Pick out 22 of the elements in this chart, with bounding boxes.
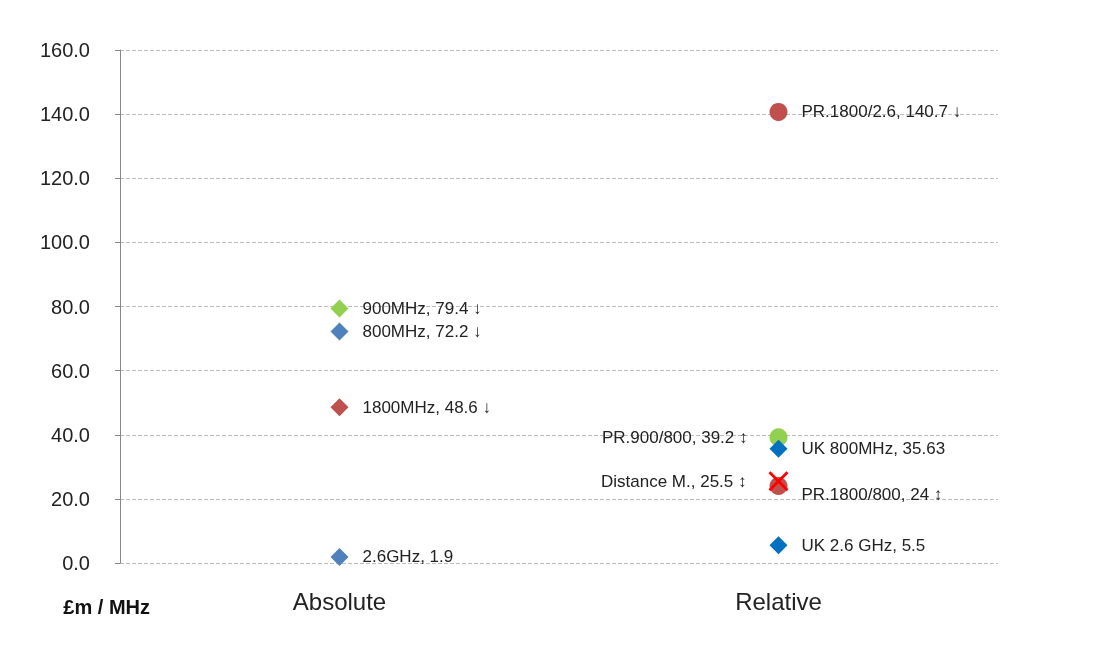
data-label: UK 800MHz, 35.63: [801, 439, 946, 459]
data-label: PR.1800/2.6, 140.7 ↓: [801, 102, 962, 122]
y-tick-label: 0.0: [62, 552, 90, 574]
y-tick-label: 20.0: [51, 487, 90, 510]
data-label: Distance M., 25.5 ↕: [600, 471, 747, 491]
data-label: 800MHz, 72.2 ↓: [362, 322, 482, 342]
y-tick-label: 80.0: [51, 295, 90, 318]
data-label: PR.900/800, 39.2 ↕: [601, 427, 748, 447]
y-tick-label: 140.0: [39, 103, 90, 126]
data-label: 1800MHz, 48.6 ↓: [362, 397, 492, 417]
data-label: 2.6GHz, 1.9: [362, 547, 454, 567]
x-tick-label: Relative: [735, 587, 822, 615]
y-tick-label: 100.0: [39, 231, 90, 254]
y-axis-title: £m / MHz: [63, 596, 150, 618]
data-label: UK 2.6 GHz, 5.5: [801, 535, 926, 555]
x-tick-label: Absolute: [292, 587, 387, 615]
y-tick-label: 120.0: [39, 167, 90, 190]
data-label: PR.1800/800, 24 ↕: [801, 484, 943, 504]
data-label: 900MHz, 79.4 ↓: [362, 298, 482, 318]
y-tick-label: 160.0: [39, 39, 90, 61]
y-tick-label: 60.0: [51, 359, 90, 382]
y-tick-label: 40.0: [51, 423, 90, 446]
